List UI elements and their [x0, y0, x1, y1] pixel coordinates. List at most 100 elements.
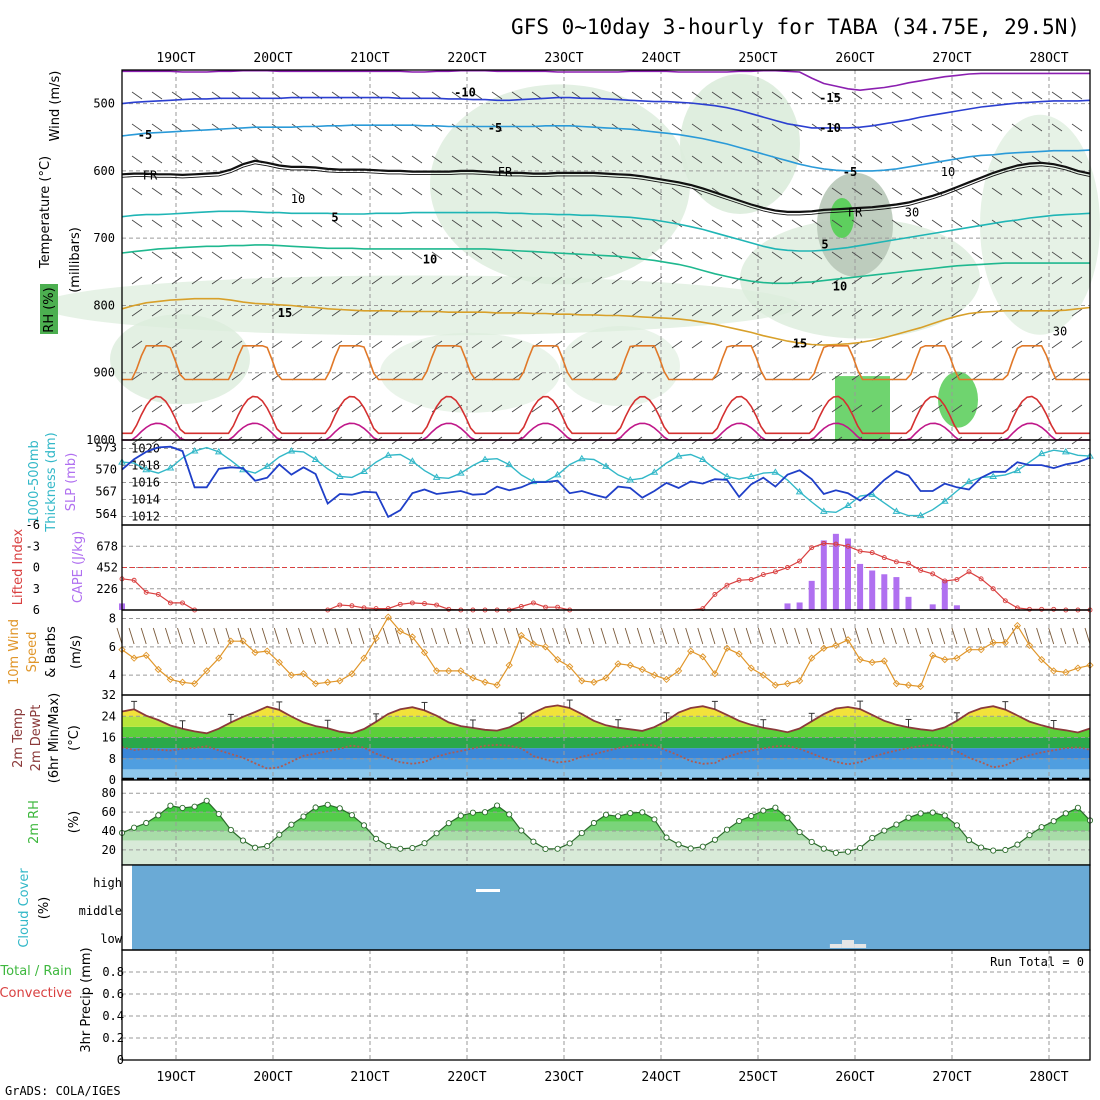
wind10m-marker [868, 658, 876, 667]
temp-axis-label: (6hr Min/Max) [47, 693, 62, 783]
wind-barb [391, 187, 403, 196]
wind-barb [751, 155, 763, 164]
cloud-cover-panel: high middle low Cloud Cover (%) [17, 864, 1091, 951]
date-label-bottom: 28OCT [1029, 1070, 1068, 1085]
wind-barb [191, 155, 203, 164]
wind-barb [751, 340, 763, 349]
wind-barb [371, 155, 383, 164]
wind-barb-10m [903, 627, 909, 645]
wind-barb-10m [370, 627, 377, 645]
lifted-marker [422, 601, 427, 607]
wind-barb-10m [951, 627, 958, 645]
precip-panel: 0 0.2 0.4 0.6 0.8 Run Total = 0 Total / Rain Co… [0, 947, 1091, 1067]
rh-tick-label: 20 [102, 843, 116, 857]
wind-barb [431, 155, 443, 164]
wind-barb [791, 251, 803, 260]
rh2m-marker [469, 809, 476, 816]
rh2m-marker [506, 811, 513, 818]
wind-barb [751, 251, 763, 260]
temp-band [122, 726, 1090, 738]
pressure-tick-label: 500 [93, 97, 115, 111]
wind-barb [511, 123, 523, 132]
slp-marker [456, 469, 465, 476]
wind-barb [471, 251, 483, 260]
rh2m-marker [929, 809, 936, 816]
wind-barb [1031, 91, 1043, 100]
wind-barb [731, 219, 743, 228]
wind-barb-10m [189, 627, 196, 645]
wind-barb [1051, 372, 1063, 381]
wind-barb-10m [382, 627, 389, 645]
wind-tick-label: 4 [109, 668, 116, 682]
wind-barb-10m [915, 627, 922, 645]
wind10m-marker [481, 678, 489, 686]
wind-barb [351, 155, 363, 164]
wind-barb [211, 155, 223, 164]
wind10m-marker [517, 631, 525, 640]
cloud-axis-label: (%) [37, 897, 52, 920]
cloud-axis-label: Cloud Cover [17, 868, 32, 948]
wind-barb [751, 372, 763, 381]
pressure-tick-label: 600 [93, 164, 115, 178]
wind10m-marker [190, 680, 199, 688]
wind-barb [231, 251, 243, 260]
wind-barb [951, 308, 963, 317]
wind10m-marker [916, 682, 925, 691]
wind-axis-label: (m/s) [69, 635, 84, 669]
wind-barb [1051, 155, 1063, 164]
wind-barb [151, 308, 163, 317]
wind-barb [571, 155, 583, 164]
wind-barb [911, 251, 923, 260]
wind-barb [951, 251, 963, 260]
isotherm--15 [122, 69, 1090, 92]
cape-bar [832, 533, 839, 610]
rh2m-marker [917, 810, 924, 817]
rh2m-marker [481, 809, 489, 816]
wind-barb-10m [636, 627, 643, 645]
wind-barb [391, 219, 403, 228]
thickness-tick-label: 567 [95, 485, 117, 499]
contour-label: 5 [331, 211, 338, 225]
wind10m-marker [1074, 664, 1082, 672]
wind10m-marker [1025, 641, 1034, 650]
wind-barb [491, 219, 503, 228]
lifted-marker [785, 565, 790, 570]
wind10m-marker [844, 636, 852, 644]
date-label-top: 28OCT [1029, 51, 1068, 66]
wind-barb [271, 276, 283, 285]
rh2m-marker [869, 834, 876, 841]
wind-barb [191, 404, 203, 413]
wind-barb [471, 372, 483, 381]
cape-bar [893, 577, 900, 610]
wind-barb [651, 308, 663, 317]
rh2m-marker [203, 797, 210, 804]
wind-barb-10m [878, 627, 885, 645]
wind10m-marker [263, 647, 271, 655]
wind10m-marker [856, 655, 864, 664]
wind-barb [311, 340, 323, 349]
wind-barb [231, 219, 243, 228]
wind-barb [1071, 308, 1083, 317]
wind-barb [731, 251, 743, 260]
rh2m-marker [832, 849, 839, 856]
wind-barb [351, 340, 363, 349]
cape-bar [820, 540, 827, 610]
cape-axis-label: CAPE (J/kg) [71, 531, 86, 603]
wind-barb [831, 155, 843, 164]
wind-barb-10m [213, 627, 220, 645]
wind-barb [171, 251, 183, 260]
wind-barb [611, 91, 623, 100]
wind-barb-10m [1036, 627, 1043, 645]
wind-barb [311, 219, 323, 228]
wind-barb [511, 404, 523, 413]
wind-barb-10m [745, 627, 752, 645]
wind-barb [971, 404, 983, 413]
wind-barb [531, 123, 543, 132]
slp-marker [166, 464, 175, 471]
bottom-date-axis: 19OCT 20OCT 21OCT 22OCT 23OCT 24OCT 25OCT 26OCT… [156, 1070, 1068, 1085]
slp-marker [674, 452, 683, 459]
wind-barb [1051, 219, 1063, 228]
wind-barb-10m [600, 627, 607, 645]
wind-barb [931, 372, 943, 381]
rh2m-marker [385, 842, 392, 849]
